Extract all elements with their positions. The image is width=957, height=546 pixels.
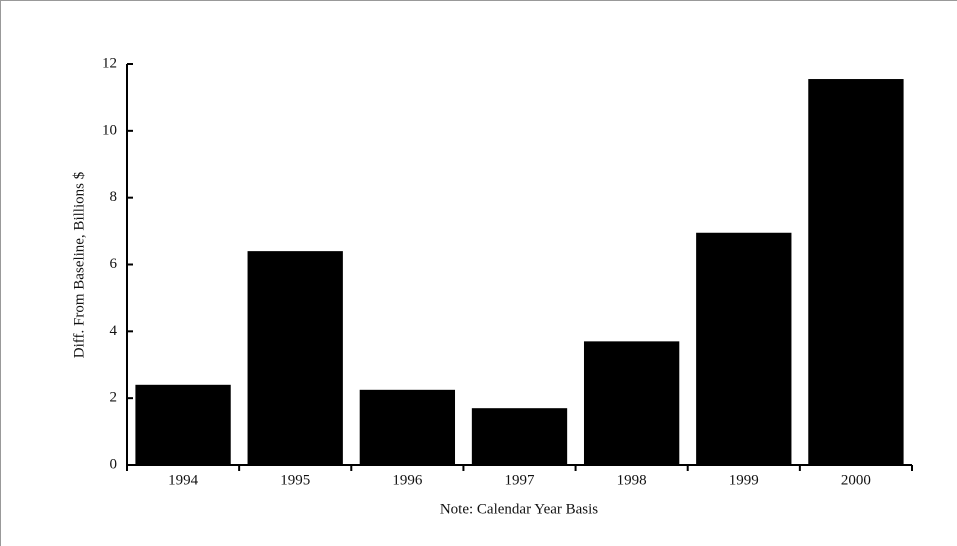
x-axis-label: Note: Calendar Year Basis <box>440 501 598 517</box>
y-tick-label: 12 <box>102 55 117 71</box>
bar <box>471 408 568 465</box>
y-tick-label: 10 <box>102 122 117 138</box>
x-tick-label: 1994 <box>168 472 199 488</box>
x-tick-label: 1998 <box>617 472 647 488</box>
bar <box>583 341 680 465</box>
y-tick-label: 6 <box>110 256 118 272</box>
bar <box>359 389 456 465</box>
x-tick-label: 1996 <box>392 472 423 488</box>
y-tick-label: 8 <box>110 189 118 205</box>
bar <box>247 251 343 465</box>
bar <box>135 384 231 465</box>
y-tick-label: 2 <box>110 390 118 406</box>
x-tick-label: 1995 <box>280 472 310 488</box>
y-tick-label: 0 <box>110 456 118 472</box>
y-tick-label: 4 <box>110 323 118 339</box>
x-tick-label: 1997 <box>505 472 536 488</box>
x-tick-label: 1999 <box>729 472 759 488</box>
bar <box>696 232 792 465</box>
y-axis-label: Diff. From Baseline, Billions $ <box>71 171 87 358</box>
bar <box>808 79 904 465</box>
x-tick-label: 2000 <box>841 472 871 488</box>
